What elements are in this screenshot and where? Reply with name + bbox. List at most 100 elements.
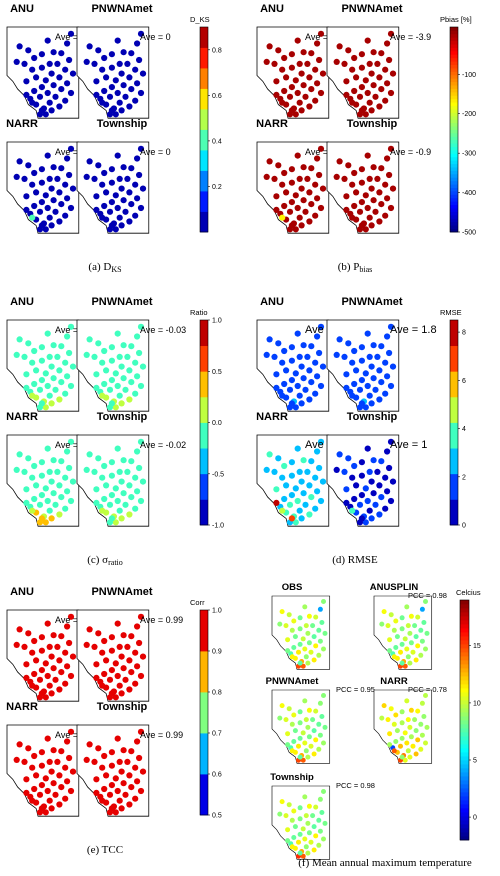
station-marker (114, 330, 121, 337)
station-marker (44, 787, 51, 795)
colorbar-segment (460, 800, 469, 805)
colorbar-segment (450, 177, 458, 182)
station-marker (292, 634, 298, 640)
station-marker (322, 820, 328, 826)
station-marker (362, 226, 369, 233)
colorbar-segment (450, 30, 458, 35)
colorbar-segment (460, 624, 469, 629)
colorbar-segment (460, 700, 469, 705)
station-marker (424, 630, 430, 636)
station-marker (407, 724, 413, 730)
station-marker (271, 353, 278, 360)
station-marker (306, 640, 312, 646)
station-marker (118, 478, 125, 485)
colorbar-segment (450, 78, 458, 83)
station-marker (54, 60, 61, 67)
station-marker (112, 775, 119, 782)
station-marker (306, 511, 313, 518)
station-marker (86, 626, 93, 633)
colorbar-segment (460, 604, 469, 609)
station-marker (134, 448, 141, 455)
station-marker (122, 386, 129, 393)
station-marker (29, 214, 36, 221)
station-marker (333, 351, 340, 358)
station-marker (103, 772, 110, 779)
station-marker (300, 663, 306, 669)
station-marker (303, 654, 309, 660)
station-marker (399, 660, 405, 666)
station-marker (362, 485, 369, 492)
colorbar-tick-label: 0.8 (212, 690, 222, 697)
colorbar-title: Ratio (190, 308, 208, 317)
station-marker (319, 810, 325, 815)
station-marker (358, 492, 365, 499)
station-marker (126, 482, 133, 489)
station-marker (56, 218, 63, 225)
station-map (326, 141, 400, 234)
station-marker (362, 111, 369, 118)
station-marker (36, 501, 44, 508)
station-marker (382, 390, 389, 397)
station-marker (31, 380, 38, 388)
colorbar-segment (450, 109, 458, 113)
station-marker (288, 84, 295, 91)
station-marker (384, 40, 391, 47)
station-marker (93, 486, 100, 493)
station-marker (50, 747, 57, 754)
station-marker (118, 363, 125, 370)
station-marker (64, 333, 71, 340)
colorbar-segment (460, 804, 469, 809)
station-marker (321, 646, 326, 652)
station-marker (302, 836, 308, 842)
station-map (256, 26, 330, 119)
colorbar-segment (460, 680, 469, 685)
colorbar-segment (200, 371, 208, 398)
station-marker (308, 201, 315, 208)
station-marker (358, 107, 365, 114)
station-marker (376, 218, 383, 225)
station-marker (322, 724, 328, 730)
colorbar-segment (450, 44, 458, 48)
colorbar-tick-label: 0.7 (212, 731, 222, 738)
colorbar-segment (450, 191, 458, 195)
station-marker (286, 501, 294, 508)
station-marker (316, 349, 323, 357)
station-marker (304, 175, 311, 182)
station-marker (358, 222, 365, 229)
station-marker (298, 70, 305, 77)
station-marker (404, 740, 410, 746)
station-marker (46, 643, 53, 651)
map-title: NARR (6, 411, 38, 423)
station-marker (418, 746, 424, 752)
station-marker (67, 613, 75, 620)
station-marker (21, 353, 28, 360)
station-marker (393, 645, 399, 650)
station-marker (423, 646, 428, 652)
colorbar-segment (450, 27, 458, 31)
station-marker (275, 162, 282, 169)
station-marker (23, 661, 30, 668)
station-marker (52, 386, 59, 393)
station-marker (343, 499, 350, 506)
station-marker (305, 660, 311, 666)
station-marker (382, 181, 389, 188)
station-marker (118, 690, 125, 697)
station-marker (317, 438, 325, 445)
station-marker (374, 468, 381, 475)
colorbar-segment (200, 473, 208, 500)
station-marker (62, 649, 69, 656)
station-marker (266, 451, 273, 458)
station-marker (66, 171, 73, 179)
colorbar-segment (450, 71, 458, 76)
station-marker (38, 805, 46, 812)
station-marker (25, 745, 32, 752)
station-marker (132, 505, 139, 512)
station-marker (408, 707, 414, 713)
station-marker (29, 507, 36, 514)
station-marker (314, 155, 321, 162)
colorbar-segment (450, 37, 458, 42)
colorbar-segment (200, 610, 208, 652)
map-title: PNWNAmet (266, 676, 320, 687)
station-marker (306, 734, 312, 740)
